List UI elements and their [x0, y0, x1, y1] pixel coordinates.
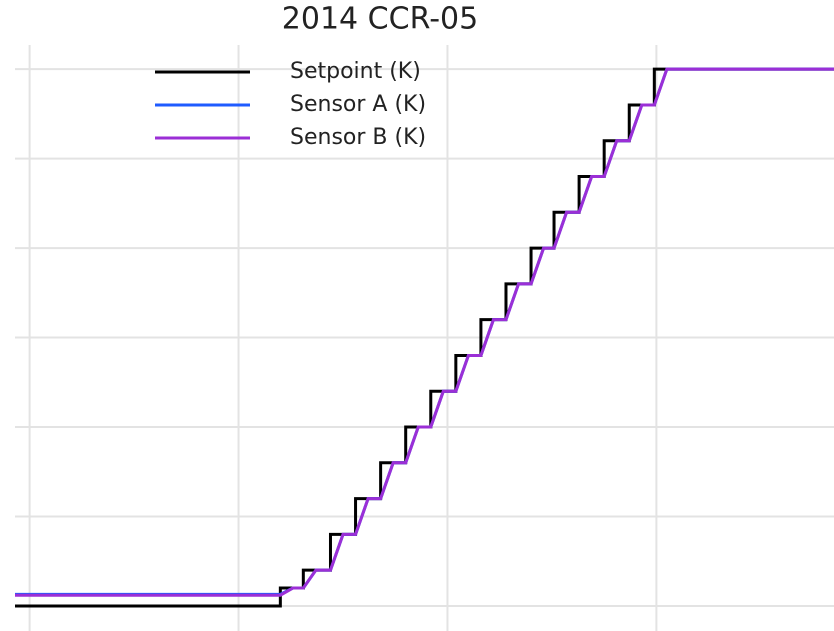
chart-title: 2014 CCR-05 [282, 2, 478, 37]
legend-label: Setpoint (K) [290, 59, 421, 84]
legend-label: Sensor B (K) [290, 125, 426, 150]
series-line [15, 67, 834, 597]
legend-label: Sensor A (K) [290, 92, 426, 117]
